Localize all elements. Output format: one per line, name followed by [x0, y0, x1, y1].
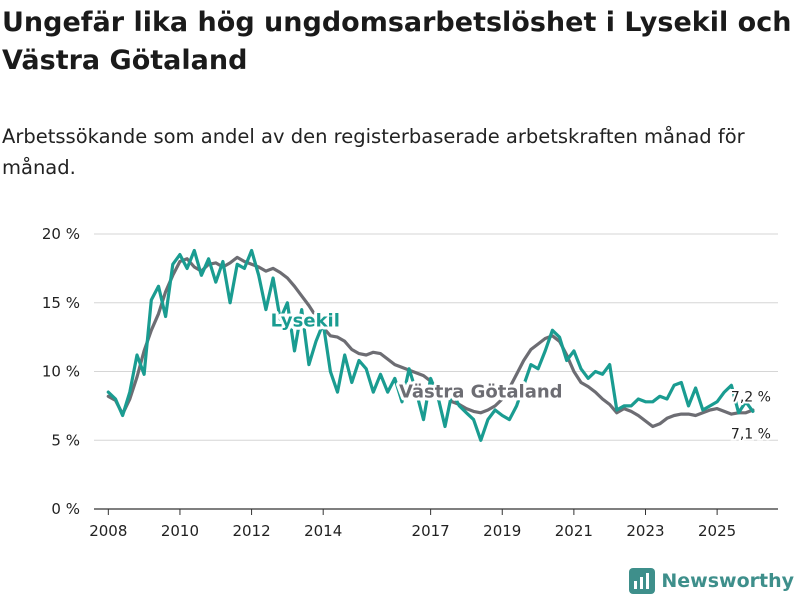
x-tick-label: 2010 — [161, 522, 199, 540]
vastra-gotaland-label: Västra Götaland — [399, 382, 563, 403]
y-axis-ticks: 0 % 5 % 10 % 15 % 20 % — [42, 225, 80, 518]
vastra-gotaland-label-halo: Västra Götaland — [399, 382, 563, 403]
x-tick-label: 2008 — [89, 522, 127, 540]
y-tick-label: 0 % — [51, 500, 80, 518]
x-tick-label: 2021 — [555, 522, 593, 540]
series-lines — [106, 248, 755, 442]
bar-chart-icon — [629, 568, 656, 594]
x-axis-ticks: 2008 2010 2012 2014 2017 2019 2021 2023 2025 — [89, 509, 736, 540]
x-tick-label: 2014 — [304, 522, 342, 540]
end-label-vastra-gotaland: 7,2 % — [731, 389, 771, 405]
lysekil-label: Lysekil — [271, 310, 340, 331]
x-tick-label: 2019 — [483, 522, 521, 540]
y-tick-label: 15 % — [42, 294, 80, 312]
x-tick-label: 2023 — [626, 522, 664, 540]
y-tick-label: 5 % — [51, 431, 80, 449]
x-tick-label: 2025 — [698, 522, 736, 540]
chart-title: Ungefär lika hög ungdomsarbetslöshet i L… — [2, 7, 792, 76]
series-line-lysekil — [106, 248, 755, 442]
newsworthy-logo: Newsworthy — [629, 568, 794, 594]
y-tick-label: 10 % — [42, 363, 80, 381]
brand-name: Newsworthy — [661, 570, 794, 592]
x-tick-label: 2017 — [412, 522, 450, 540]
y-gridlines — [94, 233, 778, 510]
end-label-lysekil: 7,1 % — [731, 426, 771, 442]
chart-subtitle: Arbetssökande som andel av den registerb… — [2, 125, 745, 179]
y-tick-label: 20 % — [42, 225, 80, 243]
lysekil-label-halo: Lysekil — [271, 310, 340, 331]
x-tick-label: 2012 — [232, 522, 270, 540]
